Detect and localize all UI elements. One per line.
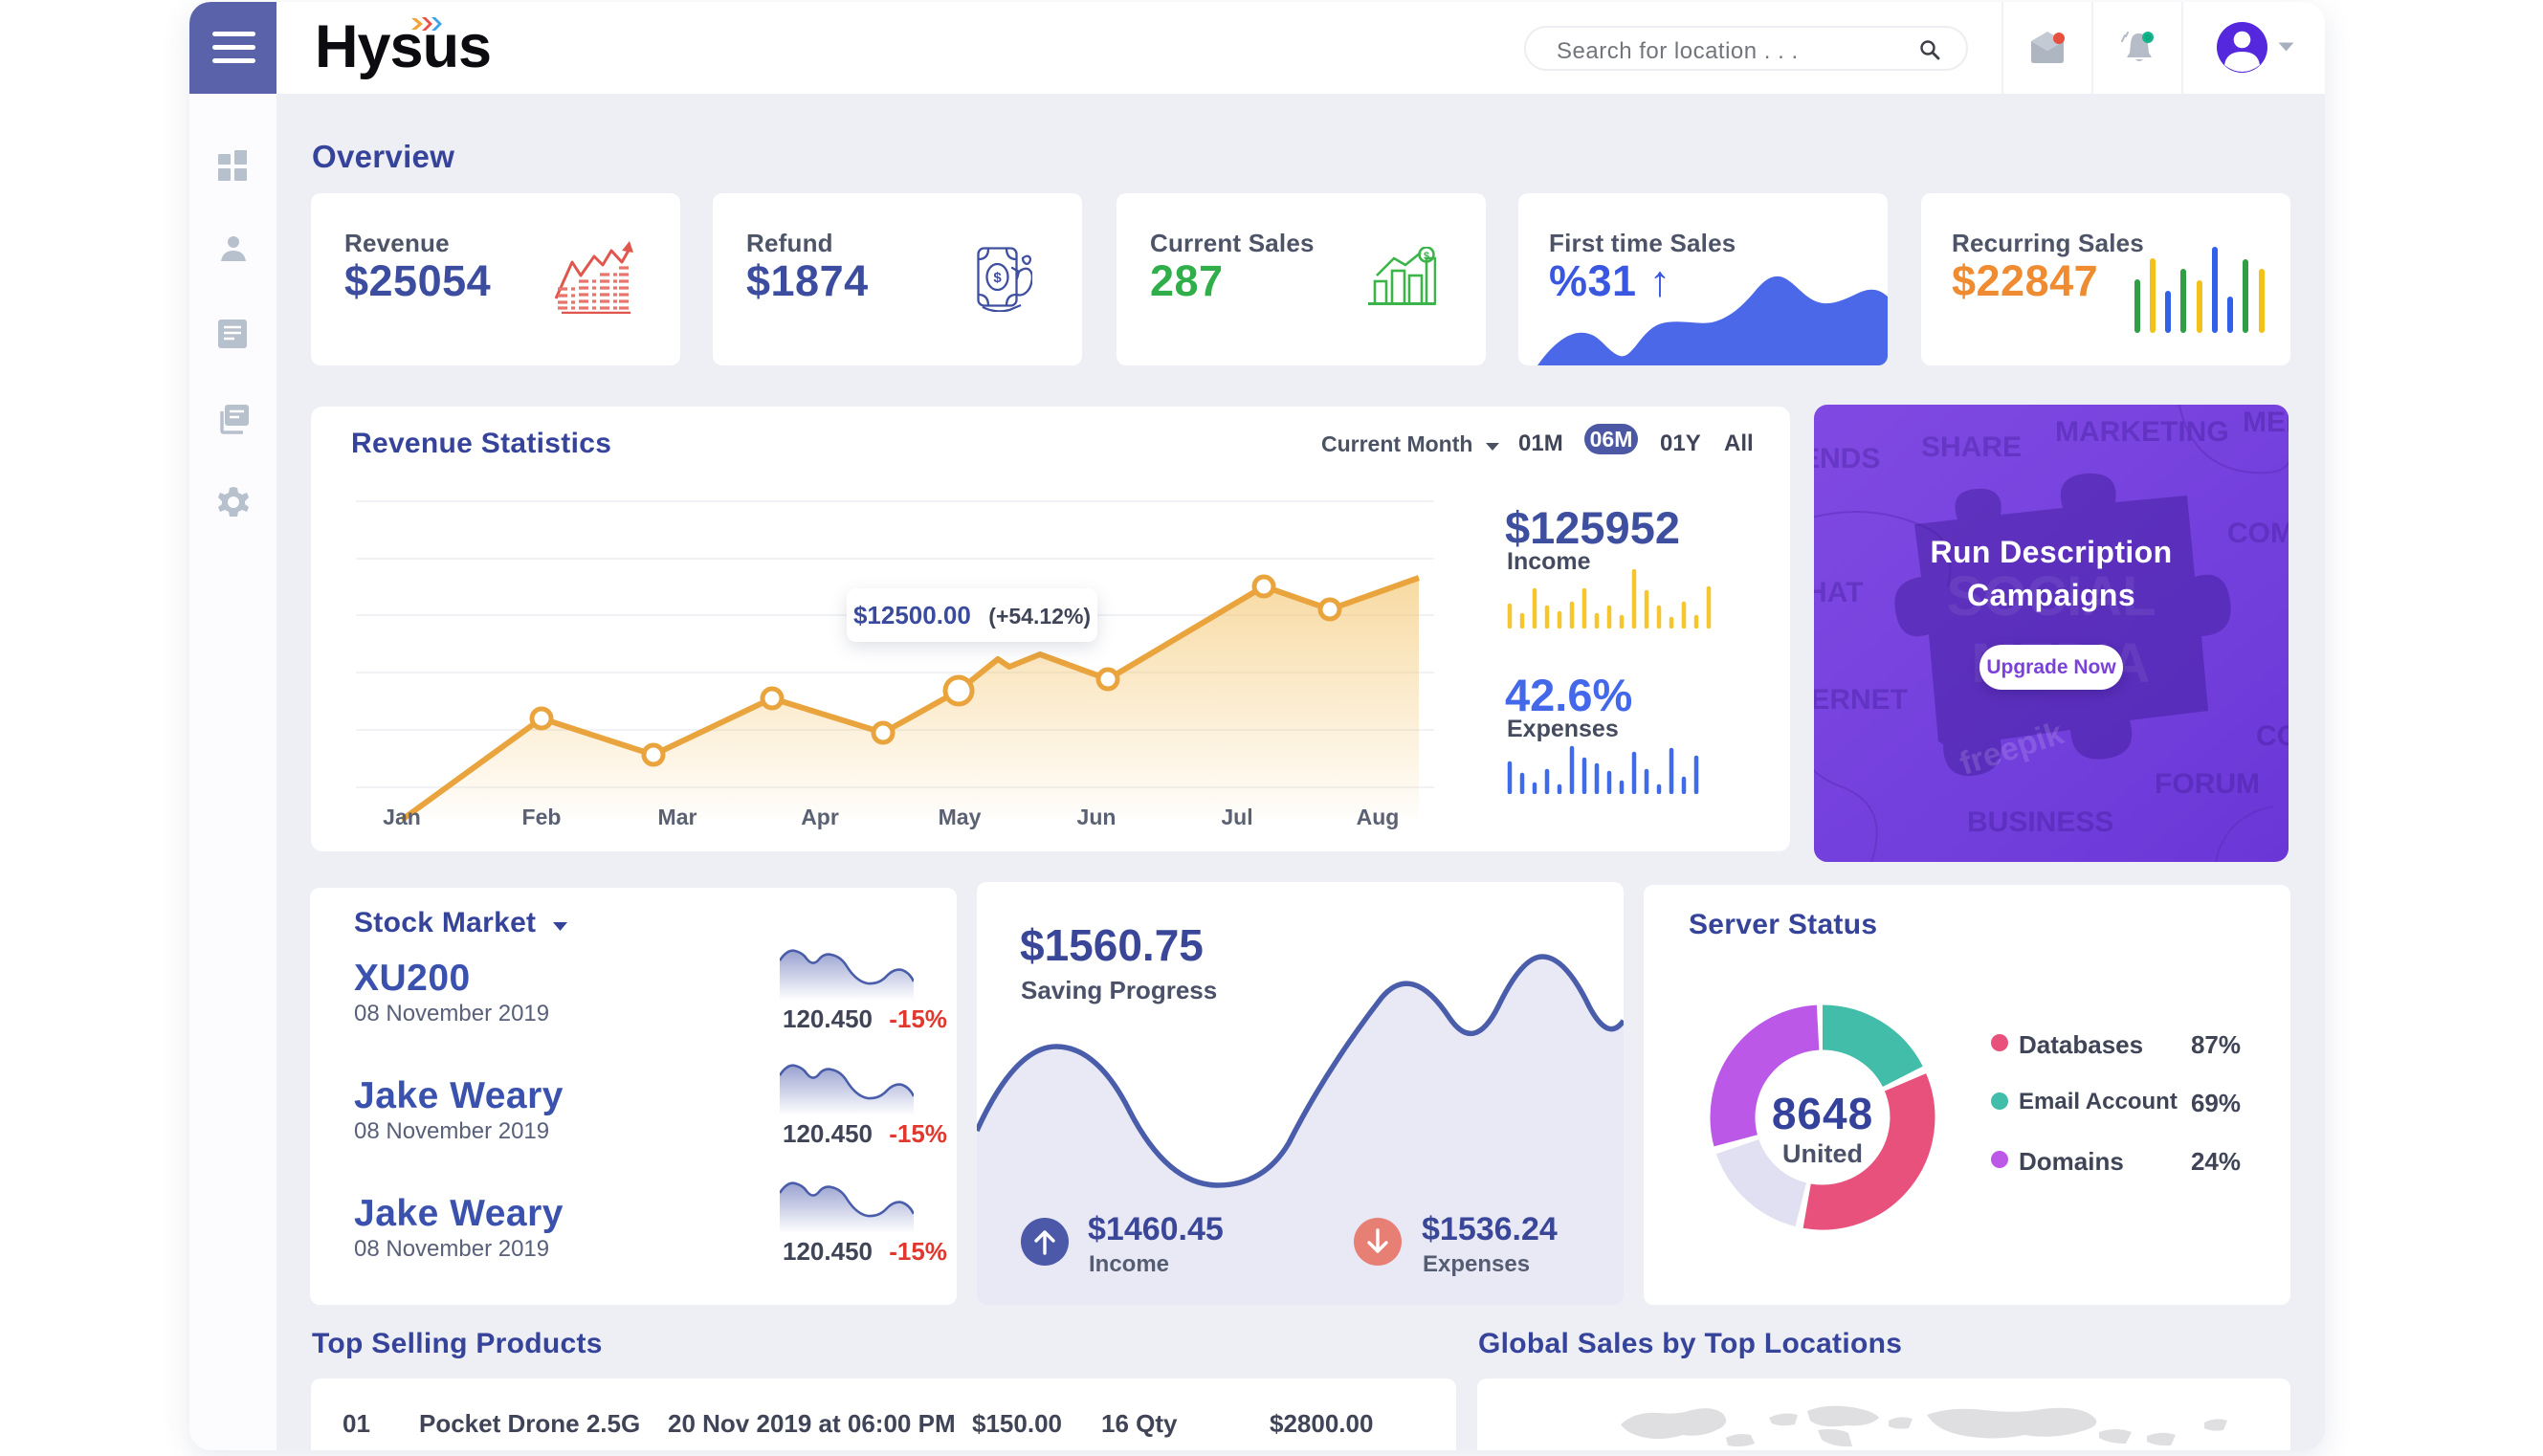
svg-text:Mar: Mar [658, 805, 697, 829]
svg-text:$: $ [1424, 251, 1429, 262]
svg-text:Apr: Apr [801, 805, 839, 829]
svg-text:May: May [939, 805, 982, 829]
svg-text:SOCIAL: SOCIAL [1946, 565, 2156, 628]
svg-text:$: $ [993, 270, 1002, 286]
svg-text:Feb: Feb [522, 805, 562, 829]
svg-text:Jun: Jun [1077, 805, 1117, 829]
svg-text:Jan: Jan [383, 805, 421, 829]
svg-text:Jul: Jul [1221, 805, 1252, 829]
svg-text:Aug: Aug [1357, 805, 1400, 829]
